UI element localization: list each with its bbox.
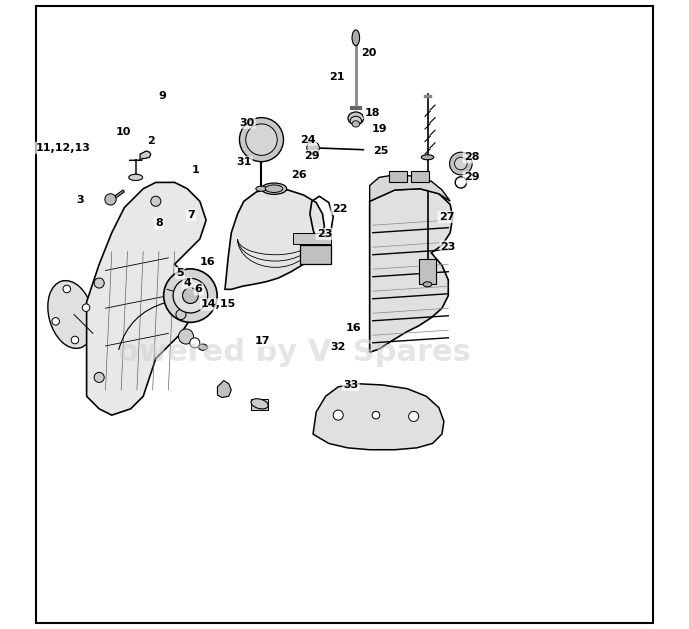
Ellipse shape [198,344,207,350]
Ellipse shape [164,269,217,322]
Text: 18: 18 [364,108,380,118]
Text: 25: 25 [373,146,389,156]
Text: 4: 4 [183,278,191,288]
Text: 29: 29 [304,151,320,161]
Text: 32: 32 [331,342,346,352]
Text: 27: 27 [439,212,454,222]
Circle shape [333,410,343,420]
Ellipse shape [352,121,360,127]
Ellipse shape [129,174,143,181]
Text: 8: 8 [155,218,163,228]
Ellipse shape [421,155,434,160]
Text: 31: 31 [236,157,251,167]
Circle shape [52,318,59,325]
Circle shape [449,152,472,175]
Circle shape [307,142,319,154]
Circle shape [246,124,277,155]
Text: 19: 19 [372,124,387,134]
Ellipse shape [350,116,362,125]
Circle shape [240,118,283,162]
Text: 28: 28 [464,152,480,162]
Circle shape [63,285,70,292]
Circle shape [105,194,116,205]
Circle shape [372,411,380,419]
Text: 7: 7 [187,210,195,220]
Circle shape [151,196,161,206]
Circle shape [455,157,467,170]
Text: 11,12,13: 11,12,13 [36,143,91,153]
Text: 22: 22 [331,204,347,214]
Circle shape [455,177,466,188]
Text: 14,15: 14,15 [201,299,236,309]
Ellipse shape [348,112,364,125]
Polygon shape [112,190,124,200]
Ellipse shape [256,186,267,191]
Circle shape [94,372,104,382]
FancyBboxPatch shape [251,399,268,410]
Circle shape [82,304,90,311]
Text: 30: 30 [239,118,255,128]
FancyBboxPatch shape [419,259,436,284]
Circle shape [178,329,194,344]
Ellipse shape [183,287,198,303]
Circle shape [409,411,419,421]
Ellipse shape [173,278,207,313]
Text: 23: 23 [440,242,456,252]
Text: 23: 23 [317,229,332,239]
Ellipse shape [261,183,287,194]
Text: 10: 10 [115,127,131,137]
Text: 29: 29 [464,172,480,182]
Circle shape [176,309,186,320]
Ellipse shape [352,30,360,45]
Ellipse shape [265,185,283,192]
Circle shape [189,338,200,348]
Circle shape [71,337,79,344]
Text: 2: 2 [147,136,154,146]
Polygon shape [87,182,206,415]
Circle shape [94,278,104,288]
Ellipse shape [251,399,268,409]
Polygon shape [370,189,453,352]
Text: 24: 24 [300,135,316,145]
FancyBboxPatch shape [300,245,331,264]
FancyBboxPatch shape [293,233,331,244]
FancyBboxPatch shape [411,171,429,182]
Text: 6: 6 [194,284,203,294]
Text: 20: 20 [361,48,376,58]
Text: 26: 26 [291,170,307,180]
Circle shape [457,179,464,186]
Text: 1: 1 [192,165,200,175]
Text: 16: 16 [345,323,361,333]
Text: 33: 33 [343,380,358,390]
Polygon shape [313,384,444,450]
Polygon shape [225,189,325,289]
Text: 17: 17 [255,336,271,346]
Ellipse shape [423,282,432,287]
FancyBboxPatch shape [389,171,407,182]
Text: owered by V  Spares: owered by V Spares [118,338,471,367]
Text: 5: 5 [176,268,183,278]
Text: 16: 16 [200,257,215,267]
Polygon shape [218,381,232,398]
Ellipse shape [48,281,94,348]
Text: 21: 21 [329,72,344,82]
Text: 3: 3 [76,195,84,205]
Text: 9: 9 [158,91,166,101]
Polygon shape [130,151,151,160]
Polygon shape [370,175,450,201]
